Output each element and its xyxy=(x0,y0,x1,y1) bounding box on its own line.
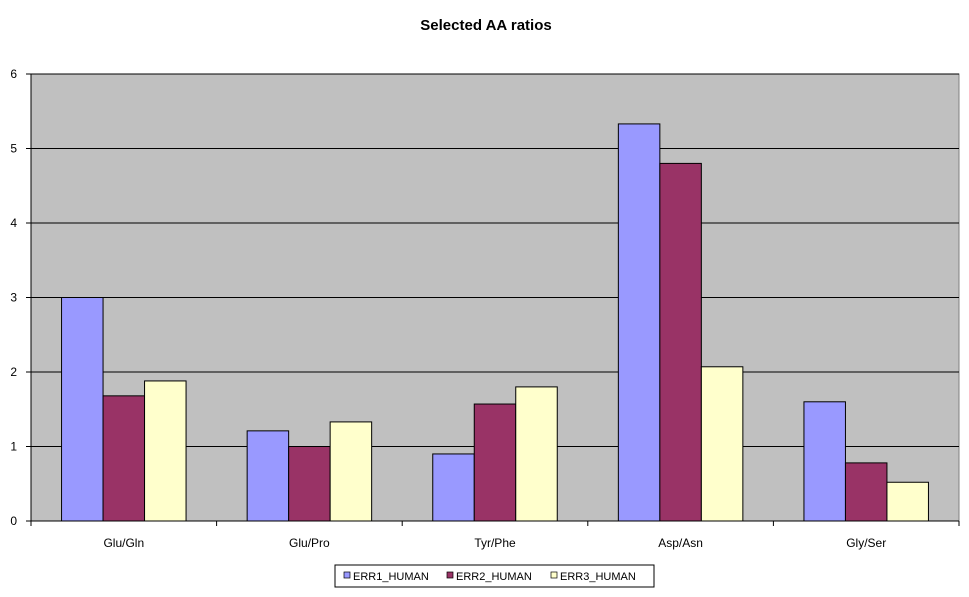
legend-label-err2: ERR2_HUMAN xyxy=(456,571,532,583)
x-tick-label: Gly/Ser xyxy=(846,536,886,550)
y-tick-label: 0 xyxy=(10,514,17,528)
bar-err3-human-gly-ser xyxy=(886,481,929,522)
chart-title: Selected AA ratios xyxy=(420,17,551,34)
bar-err1-human-glu-gln xyxy=(61,297,104,522)
bar-err1-human-asp-asn xyxy=(617,123,661,522)
legend-swatch-err2 xyxy=(446,571,454,579)
bar-err2-human-asp-asn xyxy=(659,162,702,522)
y-tick-label: 1 xyxy=(10,440,17,454)
x-tick-label: Asp/Asn xyxy=(658,536,703,550)
x-tick-label: Glu/Pro xyxy=(289,536,330,550)
y-tick-label: 2 xyxy=(10,365,17,379)
bars xyxy=(61,123,929,522)
bar-err2-human-glu-gln xyxy=(102,395,146,522)
legend-label-err1: ERR1_HUMAN xyxy=(353,571,429,583)
bar-err2-human-tyr-phe xyxy=(473,403,517,522)
legend-box xyxy=(334,564,655,588)
bar-err3-human-asp-asn xyxy=(700,366,744,522)
x-tick-label: Glu/Gln xyxy=(103,536,144,550)
bar-err3-human-glu-pro xyxy=(329,421,373,522)
bar-err2-human-gly-ser xyxy=(844,462,888,522)
bar-err2-human-glu-pro xyxy=(288,446,331,522)
legend-label-err3: ERR3_HUMAN xyxy=(560,571,636,583)
bar-err3-human-glu-gln xyxy=(144,380,187,522)
legend-swatch-err1 xyxy=(343,571,351,579)
bar-err1-human-glu-pro xyxy=(246,430,290,522)
legend-swatch-err3 xyxy=(550,571,558,579)
y-ticks: 0 1 2 3 4 5 6 xyxy=(10,67,31,528)
y-tick-label: 6 xyxy=(10,67,17,81)
legend: ERR1_HUMAN ERR2_HUMAN ERR3_HUMAN xyxy=(334,564,655,588)
x-ticks: Glu/Gln Glu/Pro Tyr/Phe Asp/Asn Gly/Ser xyxy=(30,521,960,550)
y-tick-label: 5 xyxy=(10,142,17,156)
y-tick-label: 4 xyxy=(10,216,17,230)
bar-err3-human-tyr-phe xyxy=(515,386,558,522)
y-tick-label: 3 xyxy=(10,291,17,305)
bar-err1-human-tyr-phe xyxy=(432,453,475,522)
bar-err1-human-gly-ser xyxy=(803,401,846,522)
x-tick-label: Tyr/Phe xyxy=(474,536,516,550)
